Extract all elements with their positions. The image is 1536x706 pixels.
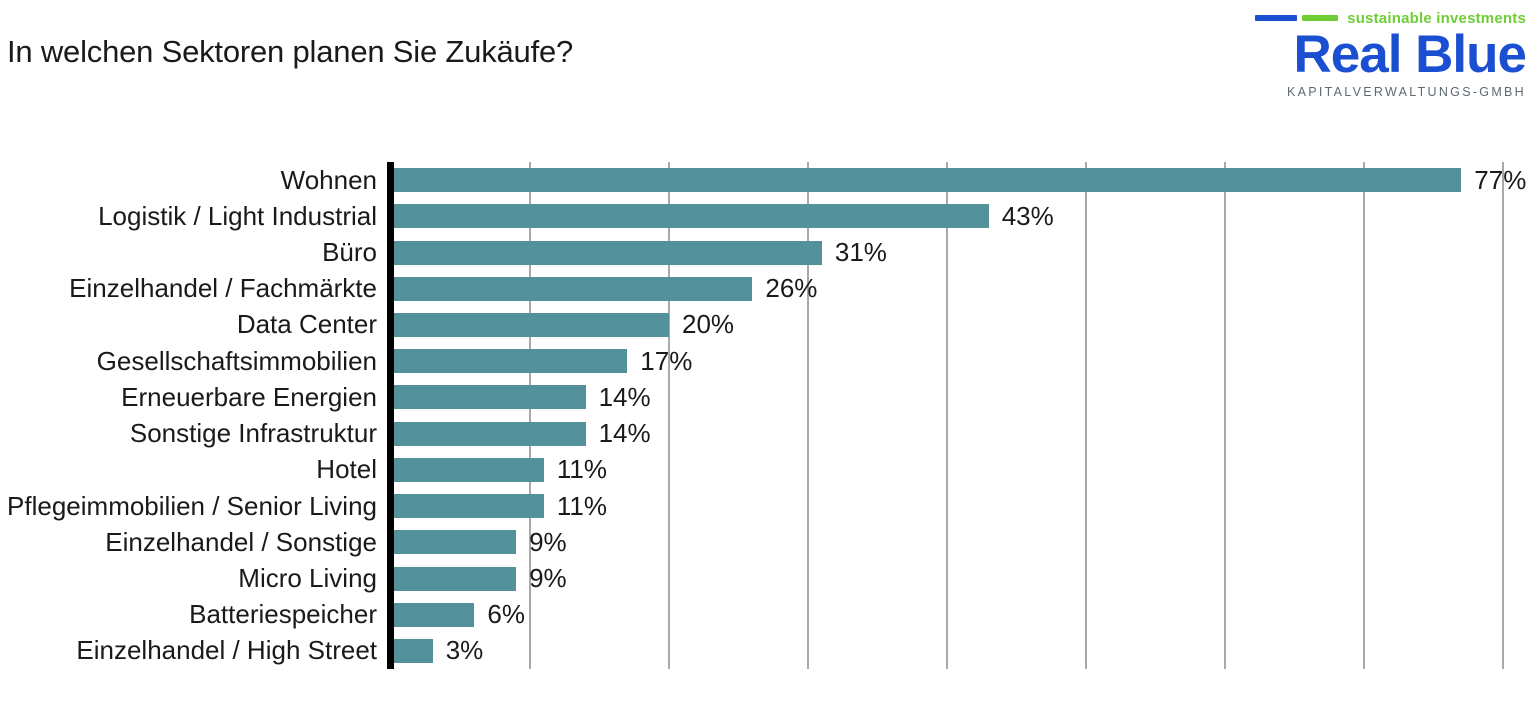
bar-track: 20%	[391, 307, 1503, 343]
logo-tagline-row: sustainable investments	[1255, 9, 1526, 27]
value-label: 20%	[682, 309, 735, 340]
value-label: 43%	[1001, 200, 1054, 231]
value-label: 9%	[529, 563, 567, 594]
value-label: 26%	[765, 273, 818, 304]
bar-row: Einzelhandel / High Street 3%	[0, 633, 1503, 669]
value-label: 9%	[529, 526, 567, 557]
bar-track: 17%	[391, 343, 1503, 379]
value-label: 6%	[487, 599, 525, 630]
gridline-80	[1502, 162, 1504, 669]
gridline-30	[807, 162, 809, 669]
gridline-20	[668, 162, 670, 669]
value-label: 11%	[556, 454, 607, 485]
gridline-70	[1363, 162, 1365, 669]
category-label: Hotel	[316, 454, 377, 485]
category-label: Sonstige Infrastruktur	[129, 418, 377, 449]
logo-blue-dash-icon	[1255, 15, 1298, 21]
bar	[391, 457, 544, 482]
category-label: Einzelhandel / Fachmärkte	[69, 273, 377, 304]
category-label: Pflegeimmobilien / Senior Living	[7, 490, 377, 521]
bar	[391, 421, 586, 446]
bar-track: 43%	[391, 198, 1503, 234]
value-label: 31%	[834, 237, 887, 268]
bar-row: Micro Living 9%	[0, 560, 1503, 596]
bar-row: Hotel 11%	[0, 452, 1503, 488]
value-label: 14%	[598, 381, 651, 412]
bar	[391, 494, 544, 519]
value-label: 17%	[640, 345, 693, 376]
category-label: Data Center	[236, 309, 377, 340]
gridline-60	[1224, 162, 1226, 669]
plot-area	[391, 162, 1504, 669]
bar	[391, 638, 433, 663]
bar	[391, 240, 822, 265]
bar-track: 9%	[391, 560, 1503, 596]
page-title: In welchen Sektoren planen Sie Zukäufe?	[7, 34, 574, 69]
category-label: Micro Living	[238, 563, 377, 594]
gridline-40	[946, 162, 948, 669]
bar-track: 6%	[391, 597, 1503, 633]
bar-row: Data Center 20%	[0, 307, 1503, 343]
bar	[391, 385, 586, 410]
bar-row: Batteriespeicher 6%	[0, 597, 1503, 633]
logo-green-dash-icon	[1302, 15, 1339, 21]
y-axis-line	[387, 162, 394, 669]
bar-track: 77%	[391, 162, 1526, 198]
bar-track: 11%	[391, 488, 1503, 524]
bar	[391, 276, 753, 301]
bar-track: 9%	[391, 524, 1503, 560]
bar-track: 31%	[391, 234, 1503, 270]
real-blue-logo: sustainable investments Real Blue KAPITA…	[1255, 9, 1527, 100]
value-label: 14%	[598, 418, 651, 449]
bar-chart: Wohnen 77% Logistik / Light Industrial 43% B…	[0, 162, 1527, 669]
logo-tagline: sustainable investments	[1347, 9, 1526, 27]
bar-track: 14%	[391, 379, 1503, 415]
category-label: Erneuerbare Energien	[121, 381, 377, 412]
bar-row: Gesellschaftsimmobilien 17%	[0, 343, 1503, 379]
bar-row: Pflegeimmobilien / Senior Living 11%	[0, 488, 1503, 524]
bar-row: Einzelhandel / Sonstige 9%	[0, 524, 1503, 560]
gridline-50	[1085, 162, 1087, 669]
bar-row: Erneuerbare Energien 14%	[0, 379, 1503, 415]
logo-subtitle: KAPITALVERWALTUNGS-GMBH	[1286, 85, 1526, 100]
bar-row: Büro 31%	[0, 234, 1503, 270]
value-label: 11%	[556, 490, 607, 521]
bar	[391, 349, 628, 374]
bar-row: Sonstige Infrastruktur 14%	[0, 416, 1503, 452]
bar-row: Einzelhandel / Fachmärkte 26%	[0, 271, 1503, 307]
bar-track: 14%	[391, 416, 1503, 452]
bar-row: Wohnen 77%	[0, 162, 1527, 198]
bar-track: 11%	[391, 452, 1503, 488]
bar	[391, 312, 669, 337]
bar-rows: Wohnen 77% Logistik / Light Industrial 43% B…	[0, 162, 1527, 669]
bar	[391, 168, 1462, 193]
category-label: Logistik / Light Industrial	[98, 200, 377, 231]
category-label: Büro	[322, 237, 377, 268]
logo-brand-name: Real Blue	[1293, 25, 1527, 84]
category-label: Gesellschaftsimmobilien	[96, 345, 377, 376]
value-label: 77%	[1474, 164, 1527, 195]
bar-track: 26%	[391, 271, 1503, 307]
gridline-10	[529, 162, 531, 669]
bar-row: Logistik / Light Industrial 43%	[0, 198, 1503, 234]
category-label: Einzelhandel / Sonstige	[105, 526, 377, 557]
category-label: Batteriespeicher	[189, 599, 377, 630]
bar	[391, 566, 517, 591]
bar	[391, 530, 517, 555]
bar	[391, 602, 475, 627]
category-label: Wohnen	[280, 164, 377, 195]
category-label: Einzelhandel / High Street	[76, 635, 377, 666]
bar-track: 3%	[391, 633, 1503, 669]
value-label: 3%	[445, 635, 484, 666]
bar	[391, 204, 989, 229]
